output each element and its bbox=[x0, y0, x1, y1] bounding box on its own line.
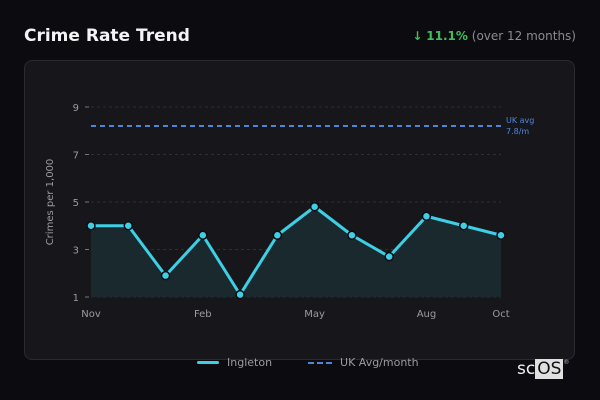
data-point[interactable] bbox=[347, 230, 357, 240]
legend-label-ingleton[interactable]: Ingleton bbox=[227, 356, 273, 369]
svg-text:9: 9 bbox=[73, 103, 79, 114]
chart-card bbox=[24, 60, 575, 360]
svg-text:UK avg: UK avg bbox=[506, 116, 534, 125]
data-point[interactable] bbox=[309, 202, 320, 212]
svg-text:5: 5 bbox=[73, 198, 79, 209]
svg-text:1: 1 bbox=[73, 293, 79, 304]
data-point[interactable] bbox=[160, 270, 171, 281]
data-point[interactable] bbox=[421, 211, 432, 221]
page-title: Crime Rate Trend bbox=[24, 26, 190, 46]
svg-text:May: May bbox=[304, 309, 325, 320]
trend-change: ↓ 11.1% (over 12 months) bbox=[412, 29, 576, 43]
svg-text:Nov: Nov bbox=[81, 309, 101, 320]
chart-legend: Ingleton UK Avg/month bbox=[197, 356, 419, 369]
legend-swatch-uk-avg bbox=[308, 361, 333, 364]
svg-text:7: 7 bbox=[73, 151, 79, 162]
change-period: (over 12 months) bbox=[471, 29, 576, 43]
legend-label-uk-avg[interactable]: UK Avg/month bbox=[340, 356, 419, 369]
svg-text:Crimes per 1,000: Crimes per 1,000 bbox=[45, 159, 56, 246]
data-point[interactable] bbox=[235, 289, 245, 300]
change-percent: 11.1% bbox=[426, 29, 468, 43]
data-point[interactable] bbox=[384, 251, 394, 262]
legend-swatch-ingleton bbox=[197, 361, 219, 364]
down-arrow-icon: ↓ bbox=[412, 29, 423, 43]
scos-logo: sc OS ® bbox=[517, 359, 570, 379]
data-point[interactable] bbox=[86, 221, 96, 231]
data-point[interactable] bbox=[496, 230, 506, 240]
data-point[interactable] bbox=[458, 221, 469, 231]
data-point[interactable] bbox=[198, 230, 208, 240]
svg-text:3: 3 bbox=[73, 246, 79, 257]
data-point[interactable] bbox=[123, 221, 134, 231]
svg-text:Feb: Feb bbox=[194, 309, 212, 320]
svg-text:Aug: Aug bbox=[417, 309, 437, 320]
svg-text:Oct: Oct bbox=[492, 309, 509, 320]
svg-text:7.8/m: 7.8/m bbox=[506, 127, 529, 136]
data-point[interactable] bbox=[272, 230, 283, 240]
